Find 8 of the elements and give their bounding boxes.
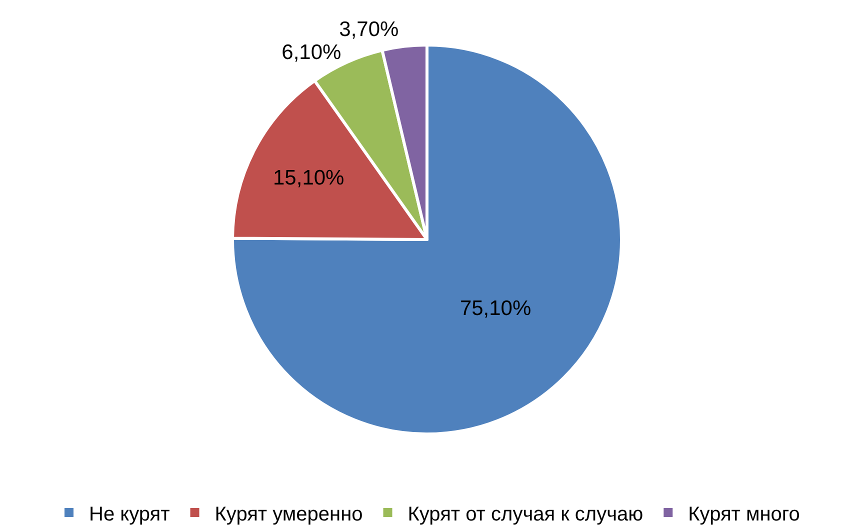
data-label: 3,70%: [339, 18, 399, 42]
legend-label: Курят умеренно: [214, 503, 363, 526]
data-label: 15,10%: [273, 166, 344, 190]
legend-label: Курят много: [688, 503, 800, 526]
legend-label: Не курят: [89, 503, 170, 526]
legend-label: Курят от случая к случаю: [408, 503, 644, 526]
data-label: 75,10%: [460, 296, 532, 320]
data-label: 6,10%: [282, 41, 342, 64]
